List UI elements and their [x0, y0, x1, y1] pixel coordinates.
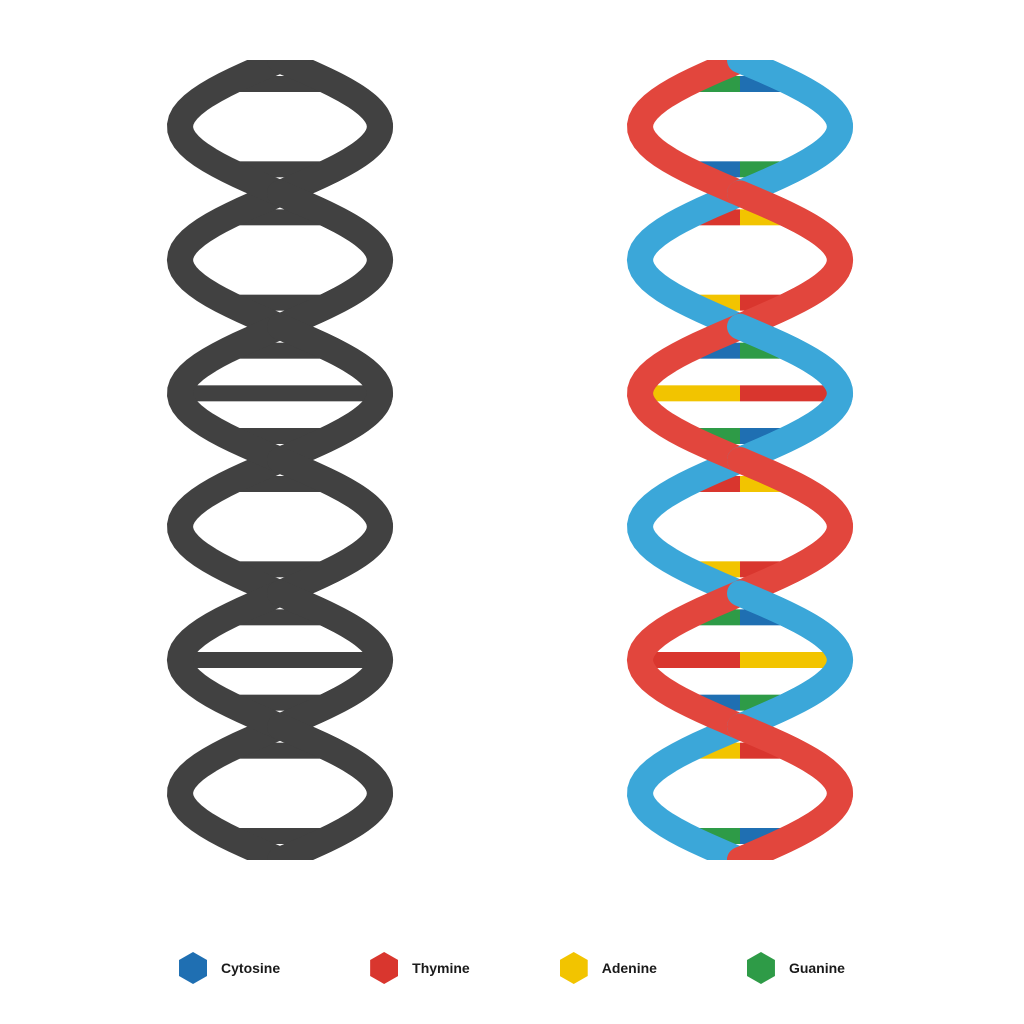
dna-helix-monochrome [150, 60, 410, 860]
legend-item-cytosine: Cytosine [179, 952, 280, 984]
legend-label: Adenine [602, 960, 657, 976]
hexagon-icon [747, 952, 775, 984]
legend-label: Guanine [789, 960, 845, 976]
legend-item-guanine: Guanine [747, 952, 845, 984]
legend-label: Thymine [412, 960, 470, 976]
dna-color-svg [610, 60, 870, 860]
legend-item-thymine: Thymine [370, 952, 470, 984]
legend-item-adenine: Adenine [560, 952, 657, 984]
hexagon-icon [560, 952, 588, 984]
dna-helix-colored [610, 60, 870, 860]
hexagon-icon [179, 952, 207, 984]
dna-infographic: Cytosine Thymine Adenine Guanine [0, 0, 1024, 1024]
dna-mono-svg [150, 60, 410, 860]
legend-label: Cytosine [221, 960, 280, 976]
legend: Cytosine Thymine Adenine Guanine [0, 952, 1024, 984]
hexagon-icon [370, 952, 398, 984]
